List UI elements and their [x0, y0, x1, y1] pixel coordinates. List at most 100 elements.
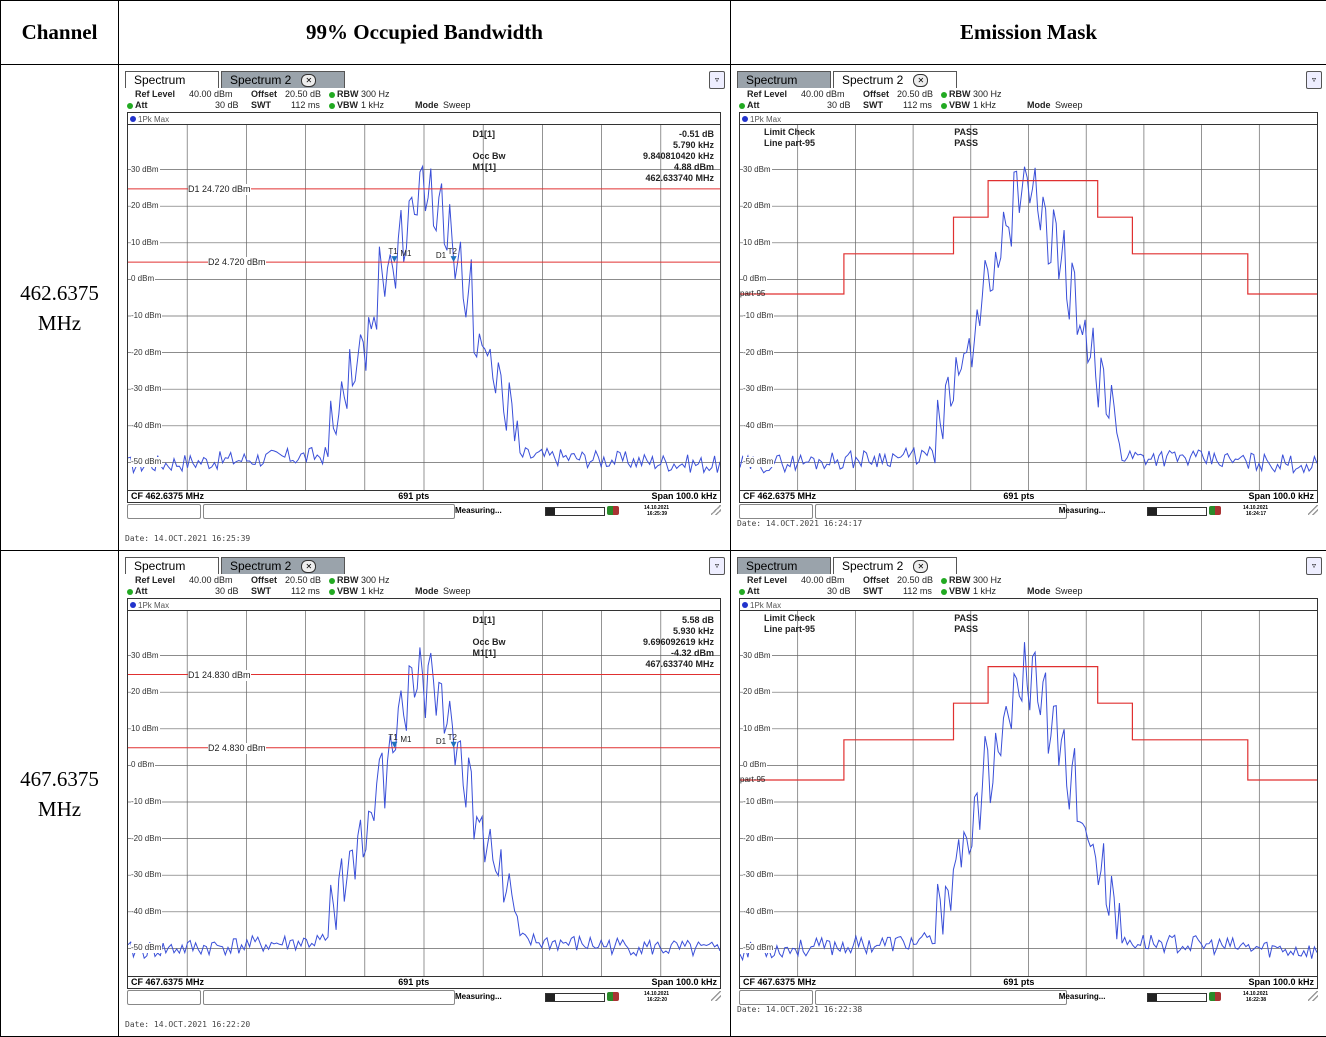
tab-spectrum-2[interactable]: Spectrum 2 ✕	[221, 557, 345, 574]
green-dot-icon	[329, 589, 335, 595]
marker-m1-readout-label: M1[1]	[473, 162, 497, 173]
window-menu-icon[interactable]: ▿	[709, 557, 725, 575]
offset-value: 20.50 dB	[897, 575, 933, 586]
rbw-label: RBW	[337, 575, 359, 586]
marker-d1-level: -0.51 dB	[679, 129, 714, 140]
y-tick-label: -40 dBm	[743, 421, 774, 431]
y-tick-label: 0 dBm	[131, 274, 155, 284]
y-tick-label: -50 dBm	[131, 943, 162, 953]
tab-spectrum-label: Spectrum	[746, 559, 797, 573]
mode-value: Sweep	[1055, 100, 1083, 111]
swt-label: SWT	[251, 100, 271, 111]
clock-time: 16:24:17	[1246, 511, 1266, 517]
tab-spectrum-2[interactable]: Spectrum 2✕	[833, 557, 957, 574]
marker-d1: D1	[436, 736, 446, 747]
close-icon[interactable]: ✕	[913, 74, 928, 87]
line-part-label: Line part-95	[764, 138, 815, 149]
network-icon	[607, 506, 619, 515]
channel-frequency: 462.6375	[20, 281, 99, 305]
tab-spectrum[interactable]: Spectrum	[125, 557, 219, 574]
att-value: 30 dB	[215, 100, 239, 111]
rbw-value: 300 Hz	[973, 575, 1002, 586]
tab-spectrum-2[interactable]: Spectrum 2✕	[833, 71, 957, 88]
y-tick-label: -50 dBm	[743, 457, 774, 467]
green-dot-icon	[941, 578, 947, 584]
progress-bar	[1147, 993, 1207, 1002]
rbw-label: RBW	[337, 89, 359, 100]
tab-spectrum[interactable]: Spectrum	[737, 71, 831, 88]
clock-time: 16:22:38	[1246, 997, 1266, 1003]
y-tick-label: 20 dBm	[743, 201, 772, 211]
progress-fill	[546, 994, 555, 1001]
mode-value: Sweep	[443, 586, 471, 597]
header-row: Channel 99% Occupied Bandwidth Emission …	[1, 1, 1326, 65]
att-label: Att	[135, 100, 148, 111]
swt-label: SWT	[863, 100, 883, 111]
tab-spectrum[interactable]: Spectrum	[125, 71, 219, 88]
mode-label: Mode	[1027, 586, 1051, 597]
tab-spectrum-label: Spectrum	[134, 559, 185, 573]
span-value: Span 100.0 kHz	[1248, 491, 1314, 502]
offset-label: Offset	[863, 89, 889, 100]
y-tick-label: 0 dBm	[743, 760, 767, 770]
tab-spectrum[interactable]: Spectrum	[737, 557, 831, 574]
marker-d1: D1	[436, 250, 446, 261]
spectrum-plot	[128, 125, 720, 491]
status-field-left	[739, 504, 813, 519]
center-frequency: CF 462.6375 MHz	[743, 491, 816, 502]
y-tick-label: -30 dBm	[131, 870, 162, 880]
channel-cell: 467.6375 MHz	[1, 551, 119, 1037]
tab-spectrum-label: Spectrum	[134, 73, 185, 87]
green-dot-icon	[941, 103, 947, 109]
clock-time: 16:25:39	[647, 511, 667, 517]
green-dot-icon	[329, 92, 335, 98]
y-tick-label: 10 dBm	[131, 238, 160, 248]
status-field-left	[127, 990, 201, 1005]
close-icon[interactable]: ✕	[913, 560, 928, 573]
window-menu-icon[interactable]: ▿	[1306, 71, 1322, 89]
marker-m1-frequency: 462.633740 MHz	[645, 173, 714, 184]
progress-fill	[546, 508, 555, 515]
window-menu-icon[interactable]: ▿	[709, 71, 725, 89]
mask-line-label: part-95	[740, 774, 765, 785]
y-tick-label: -30 dBm	[743, 870, 774, 880]
y-tick-label: 10 dBm	[743, 724, 772, 734]
close-icon[interactable]: ✕	[301, 74, 316, 87]
mode-label: Mode	[1027, 100, 1051, 111]
window-menu-icon[interactable]: ▿	[1306, 557, 1322, 575]
marker-d1-readout-label: D1[1]	[473, 129, 496, 140]
measuring-status: Measuring...	[1059, 506, 1106, 515]
points-count: 691 pts	[1003, 491, 1034, 502]
rbw-label: RBW	[949, 89, 971, 100]
progress-bar	[1147, 507, 1207, 516]
capture-date: Date: 14.OCT.2021 16:24:17	[737, 519, 862, 528]
green-dot-icon	[941, 589, 947, 595]
trace-dot-icon	[742, 116, 748, 122]
att-value: 30 dB	[215, 586, 239, 597]
tab-spectrum-2[interactable]: Spectrum 2✕	[221, 71, 345, 88]
capture-date: Date: 14.OCT.2021 16:22:38	[737, 1005, 862, 1014]
y-tick-label: 20 dBm	[131, 687, 160, 697]
network-icon	[1209, 506, 1221, 515]
occ-bw-label: Occ Bw	[473, 151, 506, 162]
mode-label: Mode	[415, 586, 439, 597]
y-tick-label: -50 dBm	[131, 457, 162, 467]
y-tick-label: -20 dBm	[743, 348, 774, 358]
marker-d1-level: 5.58 dB	[682, 615, 714, 626]
ref-level-value: 40.00 dBm	[801, 89, 845, 100]
ref-level-value: 40.00 dBm	[801, 575, 845, 586]
mode-value: Sweep	[443, 100, 471, 111]
y-tick-label: 20 dBm	[743, 687, 772, 697]
vbw-value: 1 kHz	[973, 586, 996, 597]
y-tick-label: -20 dBm	[131, 348, 162, 358]
close-icon[interactable]: ✕	[301, 560, 316, 573]
tab-spectrum-2-label: Spectrum 2	[230, 559, 291, 573]
status-field-left	[739, 990, 813, 1005]
mode-value: Sweep	[1055, 586, 1083, 597]
span-value: Span 100.0 kHz	[1248, 977, 1314, 988]
center-frequency: CF 462.6375 MHz	[131, 491, 204, 502]
